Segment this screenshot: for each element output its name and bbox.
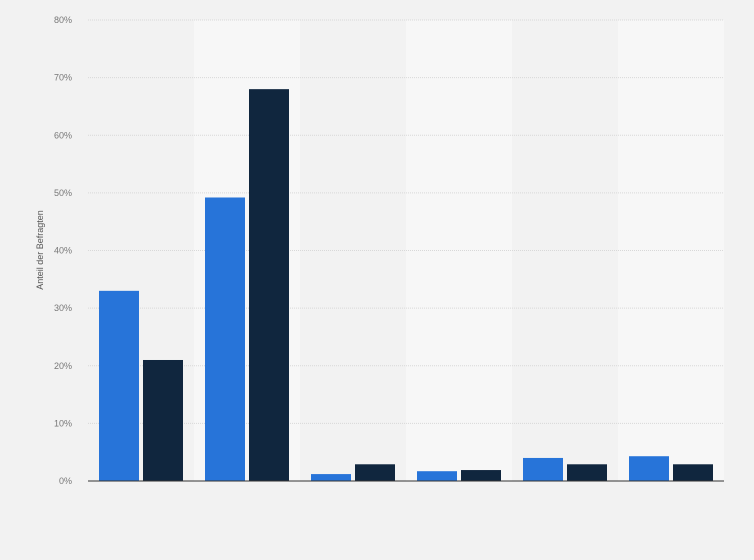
y-tick-label: 0% — [59, 476, 72, 486]
bar[interactable] — [249, 89, 289, 482]
y-axis-label: Anteil der Befragten — [35, 210, 45, 290]
y-tick-label: 80% — [54, 15, 72, 25]
bar[interactable] — [629, 456, 669, 481]
y-tick-label: 50% — [54, 188, 72, 198]
bar[interactable] — [311, 474, 351, 481]
y-tick-label: 10% — [54, 418, 72, 428]
bar[interactable] — [205, 197, 245, 482]
y-tick-label: 70% — [54, 73, 72, 83]
bar[interactable] — [355, 464, 395, 481]
bar[interactable] — [523, 457, 563, 481]
bar[interactable] — [99, 290, 139, 481]
bar[interactable] — [673, 464, 713, 481]
y-tick-label: 30% — [54, 303, 72, 313]
y-tick-label: 60% — [54, 130, 72, 140]
bar[interactable] — [567, 464, 607, 481]
y-tick-label: 40% — [54, 246, 72, 256]
bar[interactable] — [143, 359, 183, 481]
y-tick-label: 20% — [54, 361, 72, 371]
bar[interactable] — [417, 471, 457, 481]
bar[interactable] — [461, 470, 501, 481]
